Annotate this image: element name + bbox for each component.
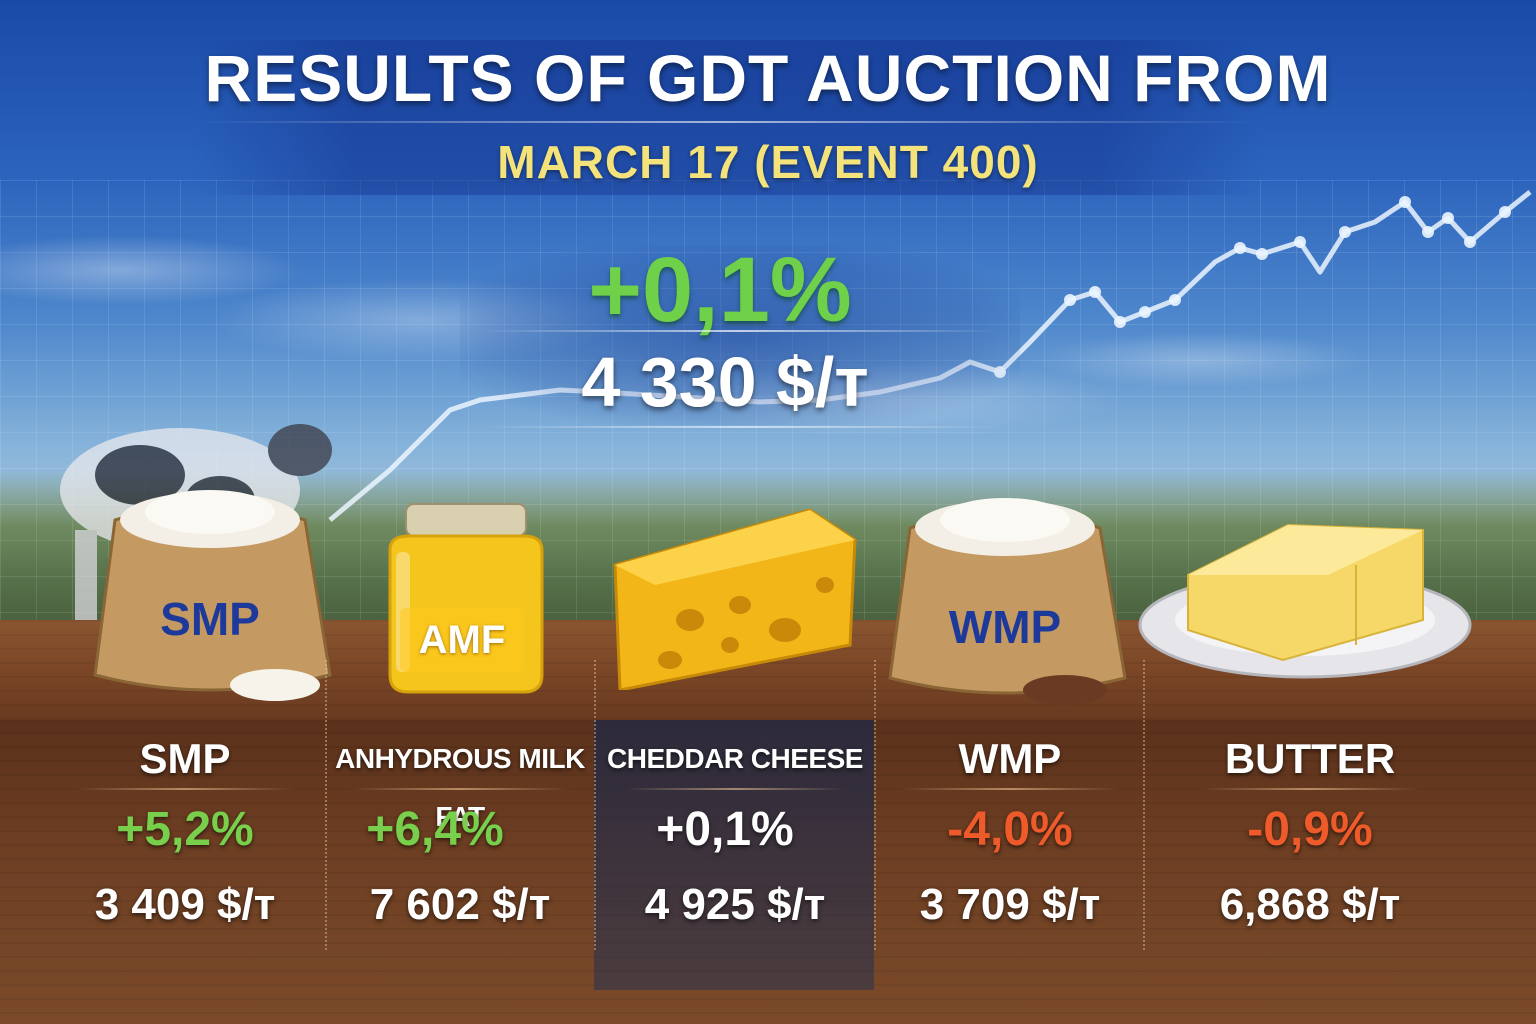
column-divider xyxy=(1143,660,1145,950)
product-price: 7 602 $/т xyxy=(369,880,551,929)
product-name: ANHYDROUS MILK FAT xyxy=(335,743,585,832)
column-divider xyxy=(325,660,327,950)
summary-divider xyxy=(480,330,1000,332)
product-change: +6,4% xyxy=(366,803,504,856)
product-name: WMP xyxy=(958,735,1062,782)
column-divider xyxy=(594,660,596,950)
summary-divider-bottom xyxy=(480,426,1000,428)
page-title: RESULTS OF GDT AUCTION FROM xyxy=(204,41,1332,115)
event-subtitle: MARCH 17 (EVENT 400) xyxy=(497,136,1039,188)
product-column-amf: ANHYDROUS MILK FAT +6,4% 7 602 $/т xyxy=(330,730,590,940)
product-change: +0,1% xyxy=(656,803,794,856)
column-divider xyxy=(874,660,876,950)
product-change: -4,0% xyxy=(947,803,1073,856)
product-name: SMP xyxy=(139,735,231,782)
product-change: +5,2% xyxy=(116,803,254,856)
name-underline xyxy=(900,788,1120,790)
smp-sack-icon: SMP xyxy=(85,470,335,710)
smp-sack-label: SMP xyxy=(160,593,260,645)
product-column-wmp: WMP -4,0% 3 709 $/т xyxy=(880,730,1140,940)
product-price: 4 925 $/т xyxy=(644,880,826,929)
title-divider xyxy=(195,121,1260,123)
name-underline xyxy=(1200,788,1420,790)
name-underline xyxy=(75,788,295,790)
amf-jar-icon: AMF xyxy=(378,500,548,695)
trend-line-icon xyxy=(328,190,1532,522)
wmp-sack-label: WMP xyxy=(948,601,1062,653)
product-column-butter: BUTTER -0,9% 6,868 $/т xyxy=(1170,730,1450,940)
title-band xyxy=(195,40,1260,195)
product-column-smp: SMP +5,2% 3 409 $/т xyxy=(55,730,315,940)
summary-band xyxy=(460,245,1020,425)
product-price: 3 709 $/т xyxy=(919,880,1101,929)
wmp-sack-icon: WMP xyxy=(880,478,1130,713)
product-name: BUTTER xyxy=(1224,735,1396,782)
product-name: CHEDDAR CHEESE xyxy=(607,743,863,774)
product-price: 6,868 $/т xyxy=(1219,880,1401,929)
product-price: 3 409 $/т xyxy=(94,880,276,929)
amf-jar-label: AMF xyxy=(400,608,524,672)
product-change: -0,9% xyxy=(1247,803,1373,856)
name-underline xyxy=(625,788,845,790)
cheese-wedge-icon xyxy=(610,505,860,692)
butter-plate-icon xyxy=(1138,520,1473,680)
overall-price: 4 330 $/т xyxy=(581,343,869,421)
product-column-cheddar: CHEDDAR CHEESE +0,1% 4 925 $/т xyxy=(600,730,870,940)
overall-change: +0,1% xyxy=(588,239,852,341)
cheese-highlight-panel xyxy=(594,720,874,990)
name-underline xyxy=(350,788,570,790)
